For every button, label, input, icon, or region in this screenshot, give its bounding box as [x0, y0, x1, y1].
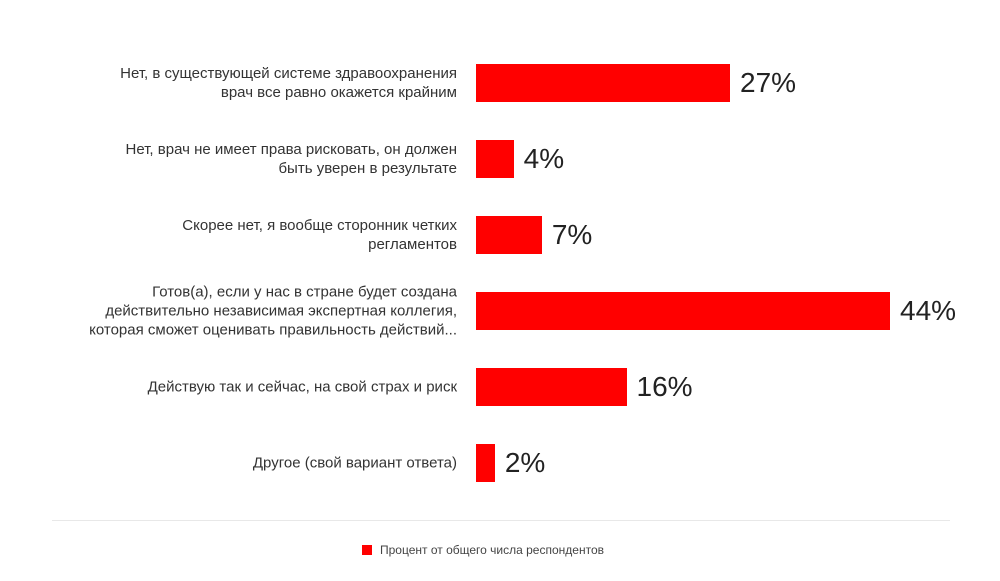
legend-label: Процент от общего числа респондентов: [380, 543, 604, 557]
value-label: 16%: [636, 371, 693, 402]
bar: [476, 216, 542, 254]
value-label: 44%: [900, 295, 957, 326]
bar: [476, 368, 627, 406]
value-label: 2%: [504, 447, 546, 478]
value-label: 7%: [551, 219, 593, 250]
category-label: Готов(а), если у нас в стране будет созд…: [89, 283, 457, 339]
bar: [476, 444, 495, 482]
value-label: 4%: [523, 143, 565, 174]
category-label: Другое (свой вариант ответа): [252, 454, 457, 472]
category-label: Нет, врач не имеет права рисковать, он д…: [125, 141, 457, 177]
bar: [476, 64, 731, 102]
legend-swatch: [362, 545, 372, 555]
category-label: Действую так и сейчас, на свой страх и р…: [147, 378, 457, 396]
category-label: Нет, в существующей системе здравоохране…: [120, 65, 457, 101]
bar: [476, 140, 514, 178]
divider: [52, 520, 950, 521]
bar: [476, 292, 890, 330]
category-label: Скорее нет, я вообще сторонник четких ре…: [182, 217, 457, 253]
value-label: 27%: [740, 67, 797, 98]
